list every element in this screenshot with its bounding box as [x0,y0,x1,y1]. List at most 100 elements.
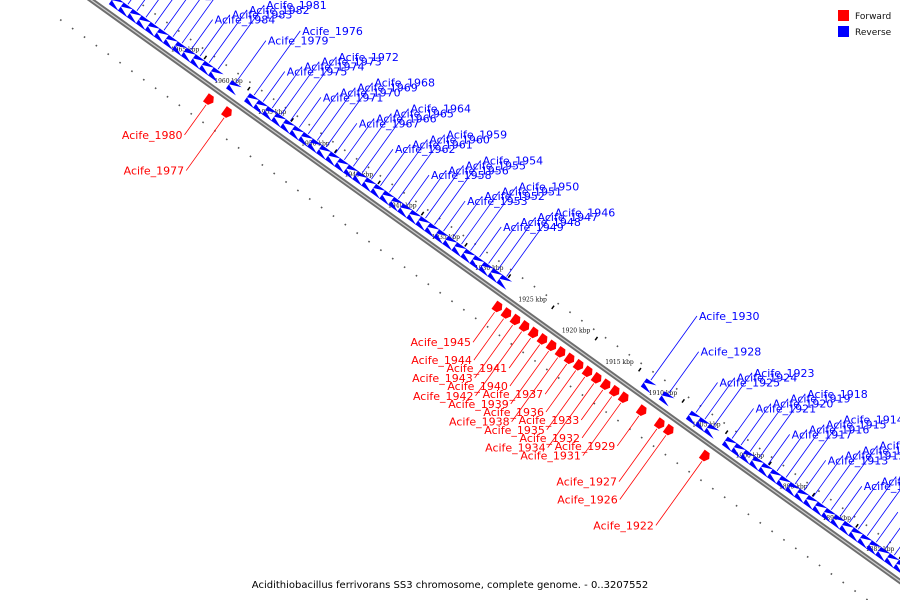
gene-label[interactable]: Acife_1975 [287,65,348,78]
gene-block[interactable] [207,67,224,83]
gene-label[interactable]: Acife_1932 [519,432,580,445]
gene-label[interactable]: Acife_1961 [412,138,473,151]
gene-label[interactable]: Acife_1911 [862,445,900,458]
gene-label[interactable]: Acife_1952 [484,190,545,203]
gene-block[interactable] [848,527,864,543]
gene-label[interactable]: Acife_1934 [485,442,546,455]
gene-label[interactable]: Acife_1947 [538,211,599,224]
gene-block[interactable] [803,494,819,511]
gene-block[interactable] [812,501,828,517]
gene-block[interactable] [262,106,278,122]
gene-block[interactable] [500,307,514,320]
gene-label[interactable]: Acife_1977 [124,165,185,178]
gene-label[interactable]: Acife_1943 [412,372,473,385]
gene-label[interactable]: Acife_1931 [520,450,581,463]
gene-label[interactable]: Acife_1908 [881,475,900,488]
gene-label[interactable]: Acife_1949 [503,221,564,234]
gene-block[interactable] [658,391,675,407]
gene-block[interactable] [189,54,206,70]
gene-block[interactable] [599,378,613,391]
gene-label[interactable]: Acife_1926 [557,493,618,506]
gene-block[interactable] [370,183,386,200]
gene-block[interactable] [244,93,260,109]
gene-label[interactable]: Acife_1974 [304,61,365,74]
gene-label[interactable]: Acife_1914 [843,414,900,427]
gene-block[interactable] [554,345,568,359]
gene-block[interactable] [361,177,377,193]
gene-block[interactable] [698,449,712,463]
gene-block[interactable] [442,235,459,251]
gene-block[interactable] [739,449,756,465]
gene-block[interactable] [298,132,314,148]
gene-block[interactable] [307,138,323,154]
gene-label[interactable]: Acife_1928 [701,346,762,359]
gene-label[interactable]: Acife_1944 [411,354,472,367]
gene-label[interactable]: Acife_1933 [519,414,580,427]
gene-label[interactable]: Acife_1982 [249,4,310,17]
gene-block[interactable] [415,216,432,232]
gene-block[interactable] [388,196,404,213]
gene-block[interactable] [617,391,631,404]
gene-label[interactable]: Acife_1970 [340,86,401,99]
gene-label[interactable]: Acife_1922 [593,519,654,532]
gene-label[interactable]: Acife_1965 [393,108,454,121]
gene-block[interactable] [590,371,604,385]
gene-block[interactable] [334,157,350,174]
gene-block[interactable] [730,443,747,459]
gene-label[interactable]: Acife_1919 [790,393,851,406]
gene-label[interactable]: Acife_1936 [483,406,544,419]
gene-block[interactable] [226,80,242,96]
gene-label[interactable]: Acife_1925 [720,377,781,390]
gene-block[interactable] [171,41,188,57]
gene-block[interactable] [509,313,523,327]
gene-block[interactable] [491,300,505,314]
gene-label[interactable]: Acife_1984 [215,14,276,27]
gene-label[interactable]: Acife_1973 [321,56,382,69]
gene-block[interactable] [144,21,161,38]
gene-block[interactable] [563,352,577,365]
gene-block[interactable] [406,209,423,226]
gene-block[interactable] [433,229,450,245]
gene-block[interactable] [703,423,720,439]
gene-label[interactable]: Acife_1930 [699,310,760,323]
gene-label[interactable]: Acife_1962 [395,143,456,156]
gene-block[interactable] [653,417,667,430]
gene-block[interactable] [866,540,882,556]
gene-label[interactable]: Acife_1951 [501,185,562,198]
gene-label[interactable]: Acife_1946 [555,206,616,219]
gene-block[interactable] [162,34,179,51]
gene-block[interactable] [135,15,152,31]
gene-block[interactable] [794,488,810,504]
gene-block[interactable] [198,60,215,76]
gene-block[interactable] [202,93,216,106]
gene-label[interactable]: Acife_1913 [828,454,889,467]
gene-block[interactable] [487,268,504,284]
gene-block[interactable] [893,559,900,575]
gene-block[interactable] [757,462,774,478]
gene-label[interactable]: Acife_1969 [357,82,418,95]
gene-label[interactable]: Acife_1923 [754,367,815,380]
gene-block[interactable] [662,423,676,437]
gene-block[interactable] [785,482,801,498]
gene-block[interactable] [180,47,197,63]
gene-block[interactable] [153,28,170,44]
gene-block[interactable] [496,274,513,290]
gene-block[interactable] [766,469,783,485]
gene-label[interactable]: Acife_1971 [323,91,384,104]
gene-block[interactable] [316,145,332,161]
gene-label[interactable]: Acife_1972 [338,51,399,64]
gene-label[interactable]: Acife_1968 [374,77,435,90]
gene-label[interactable]: Acife_1938 [449,416,510,429]
gene-block[interactable] [397,203,413,219]
gene-label[interactable]: Acife_1958 [431,169,492,182]
gene-label[interactable]: Acife_1937 [483,388,544,401]
gene-label[interactable]: Acife_1966 [376,112,437,125]
gene-label[interactable]: Acife_1918 [807,388,868,401]
gene-label[interactable]: Acife_1945 [410,336,471,349]
gene-label[interactable]: Acife_1967 [359,117,420,130]
gene-block[interactable] [857,533,873,550]
gene-block[interactable] [424,222,441,238]
gene-label[interactable]: Acife_1915 [826,419,887,432]
gene-block[interactable] [581,365,595,378]
gene-block[interactable] [325,151,341,167]
